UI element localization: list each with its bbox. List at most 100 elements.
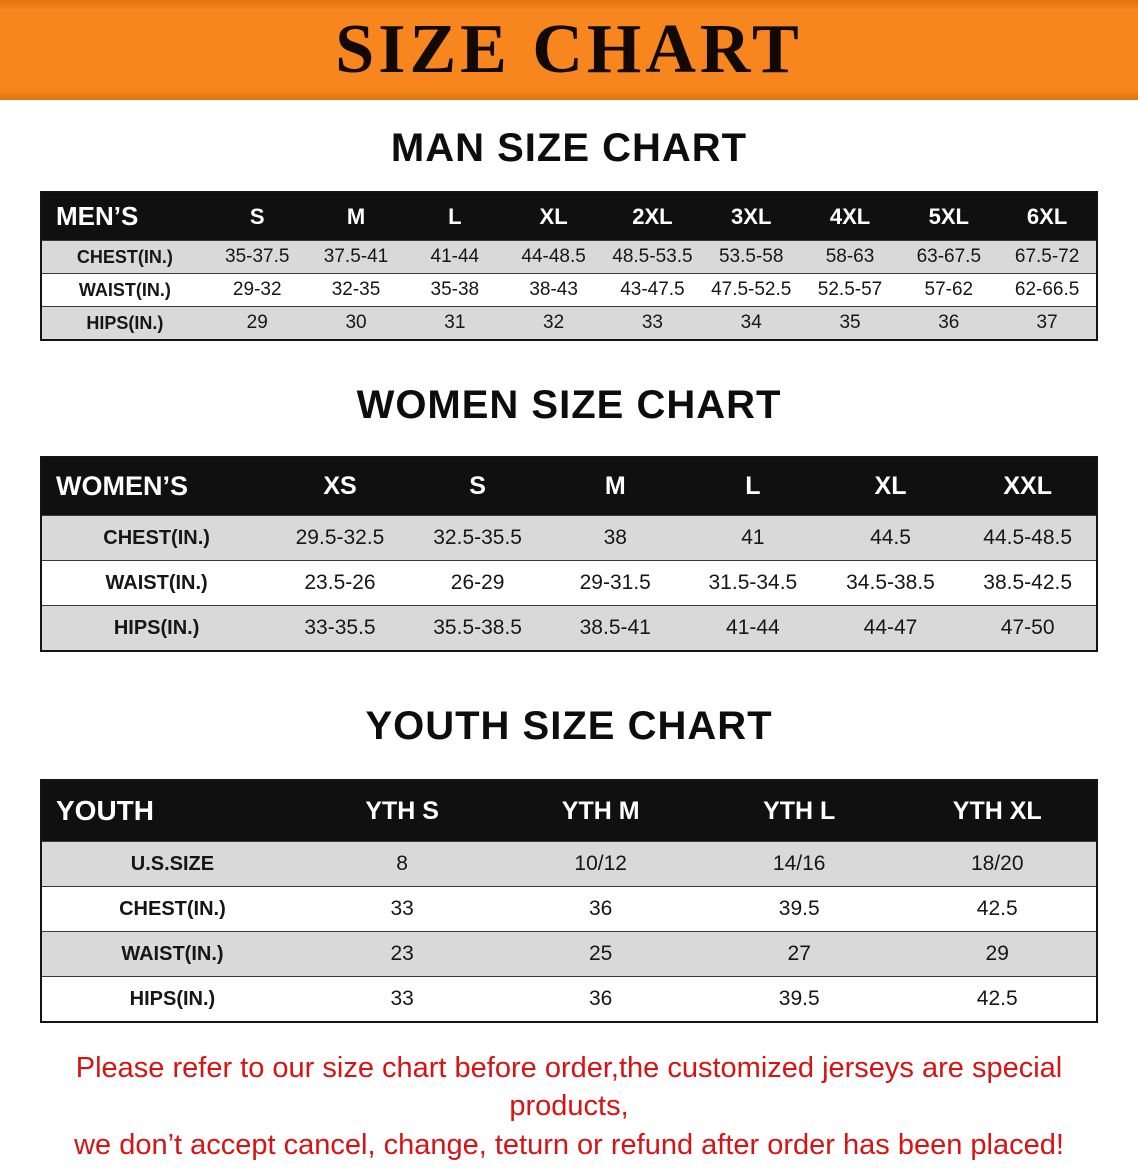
value-cell: 33 <box>302 886 502 932</box>
value-cell: 58-63 <box>800 240 900 274</box>
table-title-cell: YOUTH <box>41 780 303 842</box>
value-cell: 29 <box>898 931 1097 977</box>
value-cell: 29-31.5 <box>546 560 685 606</box>
notice-line-1: Please refer to our size chart before or… <box>75 1052 1063 1123</box>
value-cell: 29.5-32.5 <box>271 515 409 561</box>
value-cell: 62-66.5 <box>998 273 1097 307</box>
value-cell: 47.5-52.5 <box>701 273 801 307</box>
row-label-cell: WAIST(IN.) <box>41 931 303 977</box>
value-cell: 29 <box>207 306 307 340</box>
value-cell: 34.5-38.5 <box>821 560 960 606</box>
men-section-heading: MAN SIZE CHART <box>390 126 748 170</box>
table-row: U.S.SIZE 8 10/12 14/16 18/20 <box>41 841 1097 887</box>
size-header-cell: L <box>405 192 505 241</box>
table-row: WAIST(IN.) 23.5-26 26-29 29-31.5 31.5-34.5 34… <box>41 560 1097 606</box>
size-header-cell: 6XL <box>998 192 1097 241</box>
value-cell: 42.5 <box>898 976 1097 1022</box>
value-cell: 33 <box>603 306 702 340</box>
table-row: CHEST(IN.) 35-37.5 37.5-41 41-44 44-48.5 48.5… <box>41 240 1097 274</box>
value-cell: 32 <box>504 306 604 340</box>
size-header-cell: 3XL <box>701 192 801 241</box>
youth-section-heading: YOUTH SIZE CHART <box>365 704 773 748</box>
value-cell: 37.5-41 <box>306 240 406 274</box>
value-cell: 47-50 <box>959 605 1097 651</box>
value-cell: 25 <box>501 931 700 977</box>
value-cell: 14/16 <box>699 841 899 887</box>
value-cell: 52.5-57 <box>800 273 900 307</box>
value-cell: 48.5-53.5 <box>603 240 702 274</box>
charts-main: MAN SIZE CHART MEN’S S M L XL 2XL 3XL 4XL 5XL 6XL… <box>0 100 1138 1023</box>
size-header-cell: YTH L <box>699 780 899 842</box>
table-row: HIPS(IN.) 29 30 31 32 33 34 35 36 37 <box>41 306 1097 340</box>
women-size-section: WOMEN SIZE CHART WOMEN’S XS S M L XL XXL CHEST(… <box>0 341 1138 652</box>
table-title-cell: WOMEN’S <box>41 457 272 516</box>
size-header-cell: XS <box>271 457 409 516</box>
value-cell: 35-37.5 <box>207 240 307 274</box>
women-section-heading: WOMEN SIZE CHART <box>356 383 782 427</box>
value-cell: 35 <box>800 306 900 340</box>
value-cell: 42.5 <box>898 886 1097 932</box>
size-header-cell: XL <box>821 457 960 516</box>
size-header-cell: 2XL <box>603 192 702 241</box>
row-label-cell: CHEST(IN.) <box>41 886 303 932</box>
value-cell: 38.5-42.5 <box>959 560 1097 606</box>
value-cell: 36 <box>501 886 700 932</box>
value-cell: 41-44 <box>405 240 505 274</box>
value-cell: 26-29 <box>408 560 547 606</box>
size-header-cell: XXL <box>959 457 1097 516</box>
value-cell: 23 <box>302 931 502 977</box>
page-title: SIZE CHART <box>335 11 803 88</box>
table-row: WAIST(IN.) 29-32 32-35 35-38 38-43 43-47.5 47.… <box>41 273 1097 307</box>
row-label-cell: HIPS(IN.) <box>41 306 208 340</box>
table-row: HIPS(IN.) 33-35.5 35.5-38.5 38.5-41 41-44 44-… <box>41 605 1097 651</box>
value-cell: 29-32 <box>207 273 307 307</box>
size-header-cell: YTH XL <box>898 780 1097 842</box>
value-cell: 35-38 <box>405 273 505 307</box>
value-cell: 39.5 <box>699 976 899 1022</box>
value-cell: 53.5-58 <box>701 240 801 274</box>
value-cell: 44-47 <box>821 605 960 651</box>
value-cell: 18/20 <box>898 841 1097 887</box>
value-cell: 32.5-35.5 <box>408 515 547 561</box>
value-cell: 41-44 <box>684 605 822 651</box>
row-label-cell: WAIST(IN.) <box>41 560 272 606</box>
value-cell: 10/12 <box>501 841 700 887</box>
value-cell: 63-67.5 <box>899 240 999 274</box>
value-cell: 37 <box>998 306 1097 340</box>
size-header-cell: XL <box>504 192 604 241</box>
table-row: CHEST(IN.) 29.5-32.5 32.5-35.5 38 41 44.5 44.5… <box>41 515 1097 561</box>
value-cell: 36 <box>501 976 700 1022</box>
value-cell: 31 <box>405 306 505 340</box>
value-cell: 34 <box>701 306 801 340</box>
value-cell: 44.5-48.5 <box>959 515 1097 561</box>
youth-size-table: YOUTH YTH S YTH M YTH L YTH XL U.S.SIZE 8 10/12… <box>40 779 1098 1023</box>
value-cell: 39.5 <box>699 886 899 932</box>
value-cell: 8 <box>302 841 502 887</box>
value-cell: 30 <box>306 306 406 340</box>
row-label-cell: CHEST(IN.) <box>41 240 208 274</box>
table-title-cell: MEN’S <box>41 192 208 241</box>
men-size-table: MEN’S S M L XL 2XL 3XL 4XL 5XL 6XL CHEST(IN.) 35-37… <box>40 191 1098 341</box>
table-header-row: YOUTH YTH S YTH M YTH L YTH XL <box>41 780 1097 842</box>
row-label-cell: HIPS(IN.) <box>41 976 303 1022</box>
value-cell: 33 <box>302 976 502 1022</box>
size-header-cell: 4XL <box>800 192 900 241</box>
order-notice: Please refer to our size chart before or… <box>20 1049 1118 1164</box>
size-header-cell: M <box>546 457 685 516</box>
value-cell: 38-43 <box>504 273 604 307</box>
row-label-cell: HIPS(IN.) <box>41 605 272 651</box>
size-header-cell: M <box>306 192 406 241</box>
value-cell: 41 <box>684 515 822 561</box>
row-label-cell: WAIST(IN.) <box>41 273 208 307</box>
size-header-cell: YTH M <box>501 780 700 842</box>
notice-line-2: we don’t accept cancel, change, teturn o… <box>74 1128 1064 1161</box>
table-row: WAIST(IN.) 23 25 27 29 <box>41 931 1097 977</box>
size-header-cell: S <box>408 457 547 516</box>
value-cell: 67.5-72 <box>998 240 1097 274</box>
table-row: HIPS(IN.) 33 36 39.5 42.5 <box>41 976 1097 1022</box>
value-cell: 27 <box>699 931 899 977</box>
table-row: CHEST(IN.) 33 36 39.5 42.5 <box>41 886 1097 932</box>
value-cell: 35.5-38.5 <box>408 605 547 651</box>
row-label-cell: CHEST(IN.) <box>41 515 272 561</box>
